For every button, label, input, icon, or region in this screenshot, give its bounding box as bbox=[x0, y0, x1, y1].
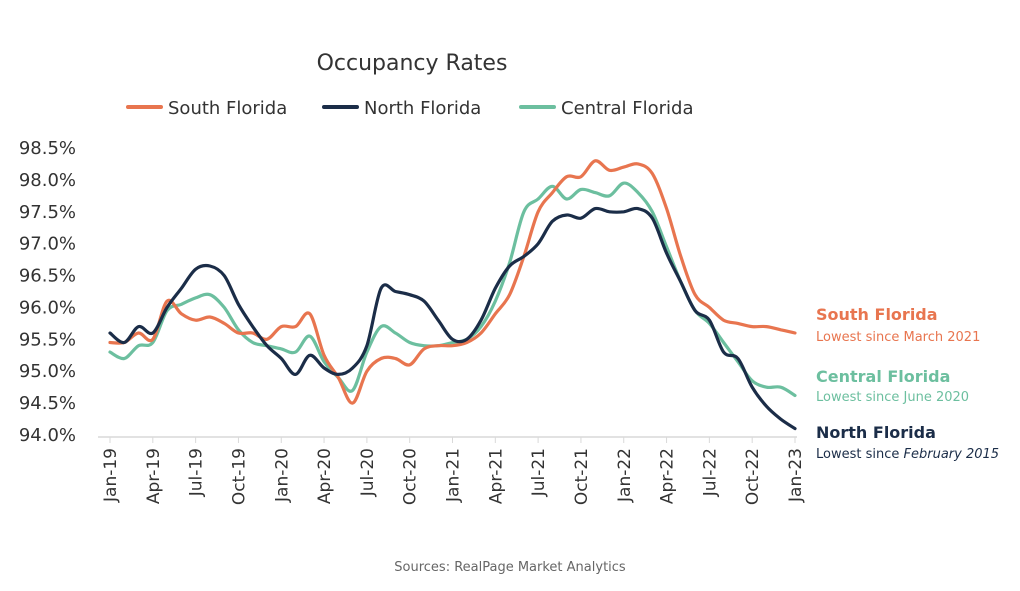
x-tick-label: Oct-19 bbox=[229, 448, 249, 505]
x-tick-label: Oct-20 bbox=[401, 448, 421, 505]
annotation-north-subtitle: Lowest since February 2015 bbox=[816, 447, 999, 462]
y-tick-label: 97.5% bbox=[19, 202, 76, 223]
x-tick-label: Oct-21 bbox=[572, 448, 592, 505]
x-tick-label: Oct-22 bbox=[743, 448, 763, 505]
annotation-central-title: Central Florida bbox=[816, 367, 950, 386]
annotation-north-subtitle-italic: February 2015 bbox=[904, 447, 1000, 462]
x-axis: Jan-19 Apr-19 Jul-19 Oct-19 Jan-20 Apr-20 Jul-… bbox=[101, 437, 806, 505]
x-tick-label: Jan-20 bbox=[272, 448, 292, 503]
y-tick-label: 94.0% bbox=[19, 425, 76, 446]
x-tick-label: Jan-21 bbox=[444, 448, 464, 503]
annotation-north-title: North Florida bbox=[816, 423, 936, 442]
x-tick-label: Jul-22 bbox=[700, 448, 720, 497]
source-note: Sources: RealPage Market Analytics bbox=[394, 560, 626, 575]
series-lines bbox=[108, 159, 797, 431]
legend-label: South Florida bbox=[168, 98, 287, 119]
x-tick-label: Apr-20 bbox=[315, 448, 335, 504]
y-tick-label: 94.5% bbox=[19, 393, 76, 414]
annotation-north-subtitle-prefix: Lowest since bbox=[816, 447, 904, 462]
y-tick-label: 98.0% bbox=[19, 170, 76, 191]
series-line-north-florida bbox=[108, 206, 797, 431]
x-tick-label: Apr-21 bbox=[486, 448, 506, 504]
legend: South Florida North Florida Central Florid… bbox=[126, 98, 694, 119]
legend-item-south-florida: South Florida bbox=[126, 98, 287, 119]
y-tick-label: 95.0% bbox=[19, 361, 76, 382]
legend-item-north-florida: North Florida bbox=[322, 98, 481, 119]
x-tick-label: Jan-19 bbox=[101, 448, 121, 503]
y-tick-label: 96.5% bbox=[19, 266, 76, 287]
y-tick-label: 96.0% bbox=[19, 297, 76, 318]
annotation-south-subtitle: Lowest since March 2021 bbox=[816, 330, 980, 345]
y-tick-label: 95.5% bbox=[19, 329, 76, 350]
x-tick-label: Jul-19 bbox=[187, 448, 207, 497]
legend-label: Central Florida bbox=[561, 98, 694, 119]
annotation-central-subtitle: Lowest since June 2020 bbox=[816, 390, 969, 405]
annotation-south-title: South Florida bbox=[816, 305, 938, 324]
legend-item-central-florida: Central Florida bbox=[519, 98, 694, 119]
y-axis: 98.5% 98.0% 97.5% 97.0% 96.5% 96.0% 95.5% 95.0%… bbox=[19, 138, 76, 446]
y-tick-label: 97.0% bbox=[19, 234, 76, 255]
x-tick-label: Jan-23 bbox=[786, 448, 806, 503]
x-tick-label: Apr-22 bbox=[658, 448, 678, 504]
annotations: South Florida Lowest since March 2021 Ce… bbox=[816, 305, 999, 462]
x-tick-label: Jul-20 bbox=[358, 448, 378, 497]
y-tick-label: 98.5% bbox=[19, 138, 76, 159]
x-tick-label: Jan-22 bbox=[615, 448, 635, 503]
legend-label: North Florida bbox=[364, 98, 481, 119]
x-tick-label: Jul-21 bbox=[529, 448, 549, 497]
chart-title: Occupancy Rates bbox=[317, 51, 508, 76]
series-line-south-florida bbox=[108, 159, 797, 405]
x-tick-label: Apr-19 bbox=[144, 448, 164, 504]
